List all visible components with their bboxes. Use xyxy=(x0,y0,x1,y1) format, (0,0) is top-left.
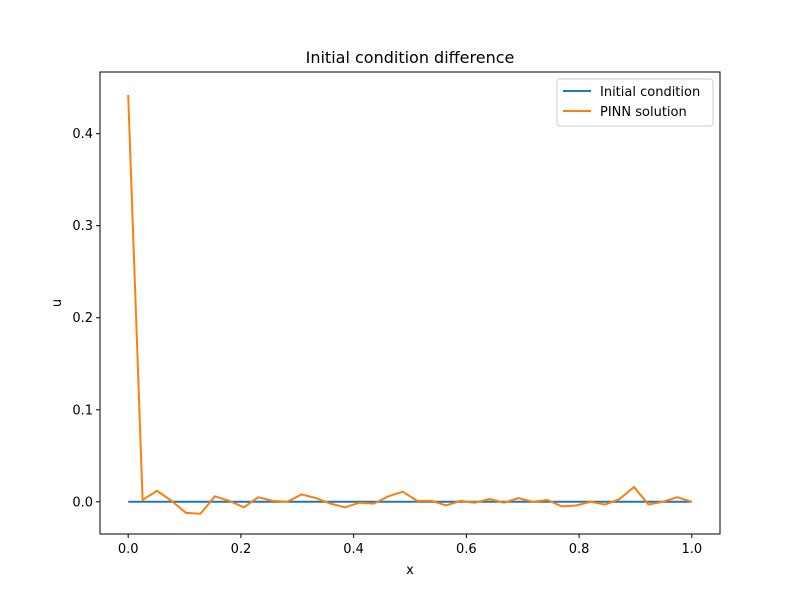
chart-title: Initial condition difference xyxy=(306,48,515,67)
series-layer xyxy=(127,94,693,515)
y-tick-label: 0.4 xyxy=(72,127,93,142)
x-tick-label: 0.2 xyxy=(231,542,252,557)
y-axis-ticks: 0.0 0.1 0.2 0.3 0.4 xyxy=(72,127,100,510)
x-tick-label: 0.0 xyxy=(118,542,139,557)
y-tick-label: 0.3 xyxy=(72,219,93,234)
legend-label-pinn-solution: PINN solution xyxy=(600,105,687,120)
plot-area xyxy=(99,71,721,535)
series-line-pinn-solution xyxy=(127,94,693,515)
x-tick-label: 1.0 xyxy=(681,542,702,557)
x-tick-label: 0.4 xyxy=(343,542,364,557)
y-tick-label: 0.0 xyxy=(72,495,93,510)
x-axis-ticks: 0.0 0.2 0.4 0.6 0.8 1.0 xyxy=(118,534,702,557)
y-axis-label: u xyxy=(50,299,65,307)
y-tick-label: 0.2 xyxy=(72,311,93,326)
x-tick-label: 0.8 xyxy=(569,542,590,557)
legend-label-initial-condition: Initial condition xyxy=(600,85,700,100)
legend: Initial condition PINN solution xyxy=(556,78,714,127)
legend-box xyxy=(556,78,714,127)
x-axis-label: x xyxy=(406,563,414,578)
y-tick-label: 0.1 xyxy=(72,403,93,418)
x-tick-label: 0.6 xyxy=(456,542,477,557)
axes-frame xyxy=(99,71,721,535)
